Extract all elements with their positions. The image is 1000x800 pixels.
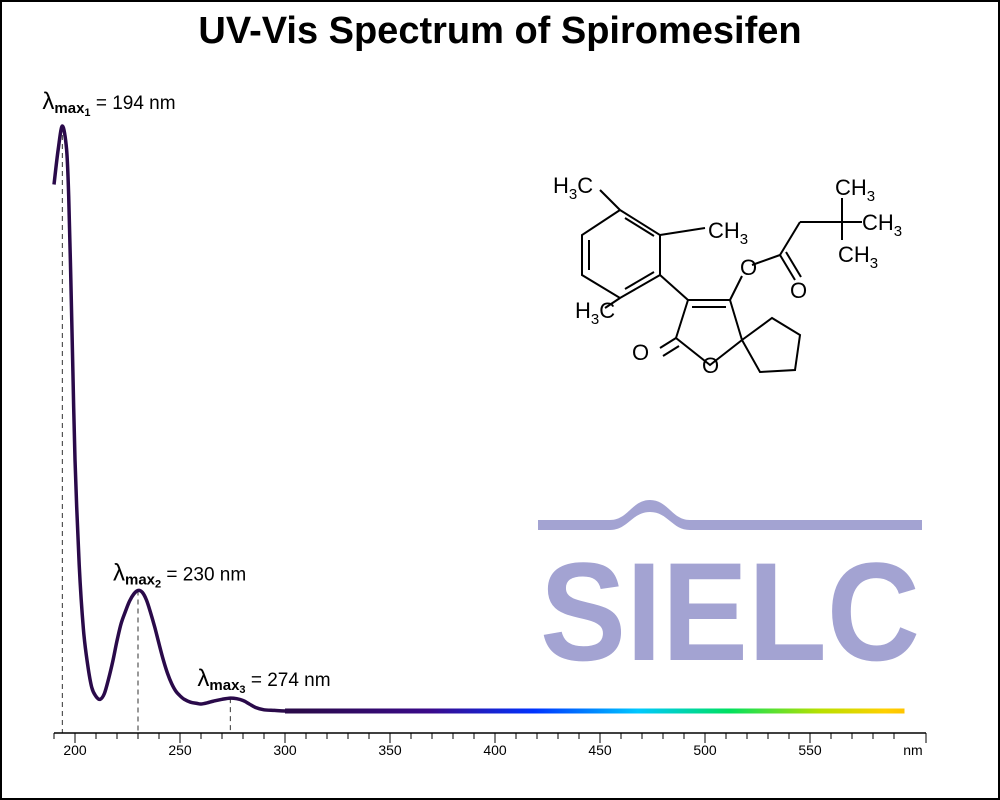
x-tick-label: 300 xyxy=(273,742,297,758)
peak-drop-lines xyxy=(61,126,231,733)
chem-label-ch3-ring: CH3 xyxy=(708,218,748,248)
x-tick-label: 250 xyxy=(168,742,192,758)
chemical-structure xyxy=(581,189,862,374)
x-axis: 200 250 300 350 400 450 500 550 nm xyxy=(53,732,927,758)
x-tick-label: 400 xyxy=(483,742,507,758)
x-axis-label: nm xyxy=(903,742,922,758)
logo-wave xyxy=(538,500,922,530)
x-tick-label: 550 xyxy=(798,742,822,758)
sielc-logo: SIELC xyxy=(538,500,922,690)
peak-label: λmax1 = 194 nm xyxy=(42,88,175,119)
x-tick-label: 500 xyxy=(693,742,717,758)
logo-text: SIELC xyxy=(540,533,920,690)
chem-label-o-ester-carbonyl: O xyxy=(790,278,807,303)
x-tick-label: 350 xyxy=(378,742,402,758)
chem-label-o-ester: O xyxy=(740,255,757,280)
chemical-labels: H3C CH3 H3C CH3 CH3 CH3 O O O O xyxy=(553,173,902,378)
chart-title: UV-Vis Spectrum of Spiromesifen xyxy=(198,10,802,52)
chem-label-h3c-top: H3C xyxy=(553,173,593,203)
peak-label: λmax3 = 274 nm xyxy=(197,665,330,696)
peak-annotations: λmax1 = 194 nm λmax2 = 230 nm λmax3 = 274 … xyxy=(42,88,330,696)
peak-label: λmax2 = 230 nm xyxy=(113,559,246,590)
chem-label-ch3-b: CH3 xyxy=(862,210,902,240)
chem-label-h3c-bottom: H3C xyxy=(575,298,615,328)
spectrum-curve xyxy=(52,124,905,714)
chem-label-ch3-c: CH3 xyxy=(838,242,878,272)
chem-label-o-lactone-carbonyl: O xyxy=(632,340,649,365)
spectrum-line xyxy=(52,124,905,713)
chem-label-o-ring: O xyxy=(702,353,719,378)
x-tick-label: 450 xyxy=(588,742,612,758)
x-tick-label: 200 xyxy=(63,742,87,758)
